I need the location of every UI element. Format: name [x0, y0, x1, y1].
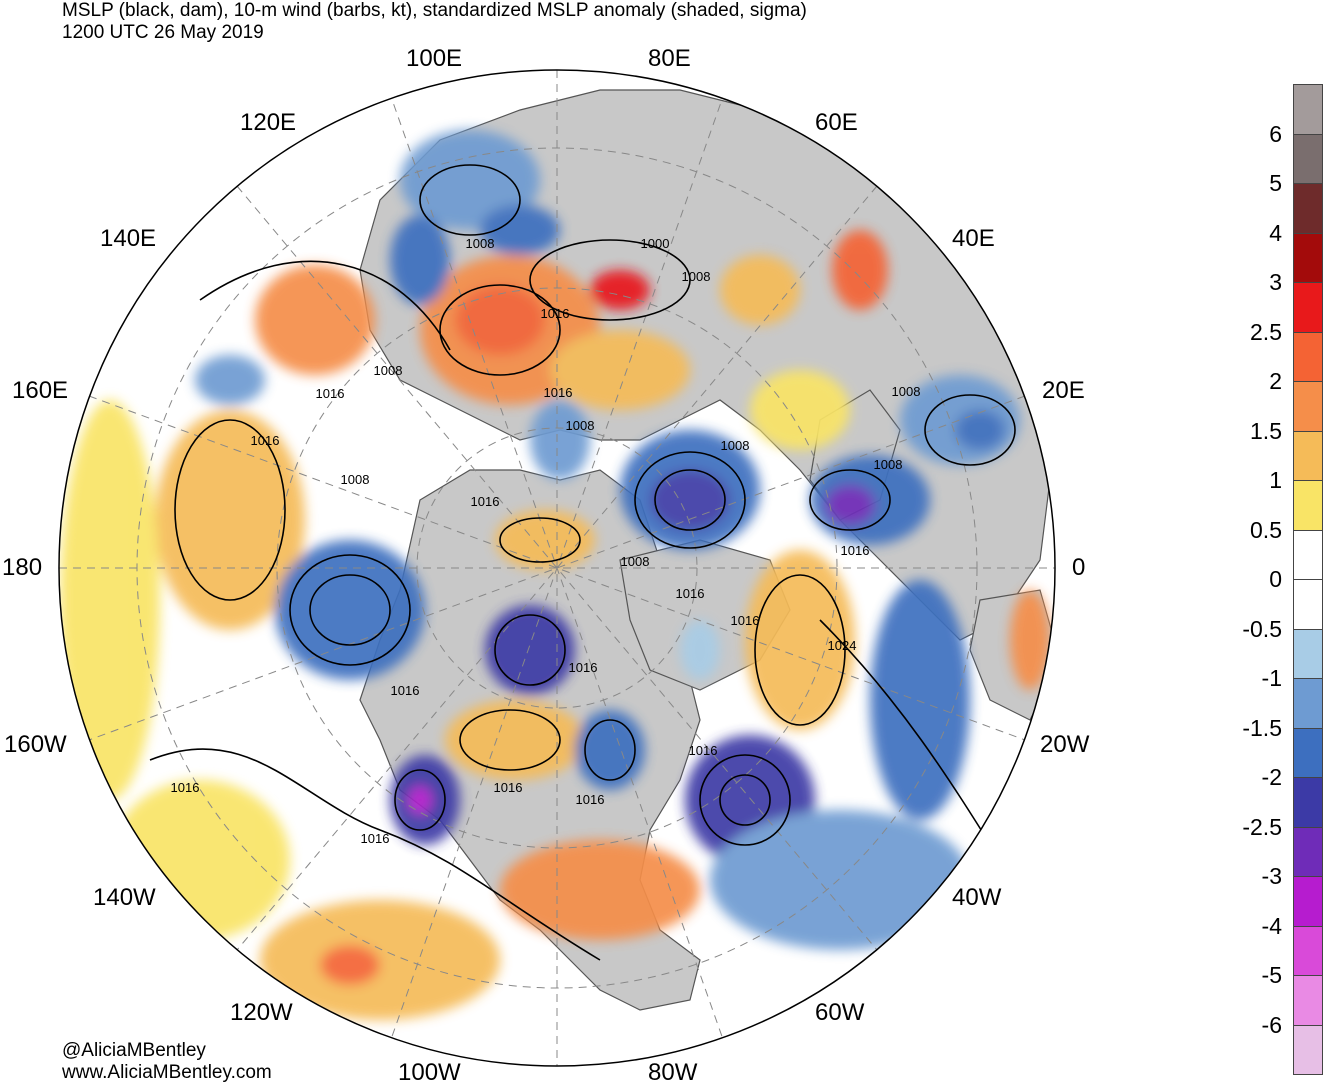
isobar-label: 1016	[541, 306, 570, 321]
credit-handle: @AliciaMBentley	[62, 1040, 206, 1061]
lon-label-120w: 120W	[230, 999, 293, 1026]
lon-label-20w: 20W	[1040, 731, 1090, 758]
map-boundary	[58, 69, 1056, 1067]
lon-label-40w: 40W	[952, 884, 1002, 911]
colorbar-segment	[1293, 232, 1323, 283]
isobar-label: 1008	[874, 457, 903, 472]
isobar-label: 1008	[892, 384, 921, 399]
colorbar-tick-label: 1.5	[1250, 417, 1282, 444]
isobars	[149, 164, 1016, 961]
isobar-label: 1008	[721, 438, 750, 453]
lon-label-40e: 40E	[952, 225, 995, 252]
lon-label-60w: 60W	[815, 999, 865, 1026]
colorbar-segment	[1293, 678, 1323, 729]
colorbar-segment	[1293, 529, 1323, 580]
colorbar-tick-label: 1	[1269, 467, 1282, 493]
lon-label-20e: 20E	[1042, 377, 1085, 404]
colorbar-tick-label: 4	[1269, 219, 1282, 246]
colorbar-tick-label: 3	[1269, 269, 1282, 295]
isobar-label: 1016	[576, 792, 605, 807]
colorbar-segment	[1293, 282, 1323, 333]
colorbar-segment	[1293, 480, 1323, 531]
colorbar-tick-label: 2.5	[1250, 318, 1282, 345]
colorbar-tick-label: -5	[1261, 962, 1282, 988]
colorbar-segment	[1293, 381, 1323, 432]
isobar-label: 1016	[361, 831, 390, 846]
map-title: MSLP (black, dam), 10-m wind (barbs, kt)…	[62, 0, 807, 21]
map-valid-time: 1200 UTC 26 May 2019	[62, 22, 264, 43]
isobar-label: 1008	[341, 472, 370, 487]
colorbar-tick-label: -1.5	[1242, 714, 1282, 741]
lon-label-160w: 160W	[4, 731, 67, 758]
lon-label-0: 0	[1072, 554, 1086, 581]
isobar-label: 1016	[544, 385, 573, 400]
colorbar-tick-label: -3	[1261, 863, 1282, 889]
credit-website: www.AliciaMBentley.com	[62, 1062, 272, 1083]
colorbar-tick-label: 0	[1269, 566, 1282, 592]
isobar-label-group: 1008 1000 1008 1016 1008 1016 1016 1008 …	[171, 236, 921, 846]
graticule	[59, 70, 1055, 1066]
colorbar-segment	[1293, 84, 1323, 135]
colorbar-tick-label: -1	[1261, 665, 1282, 691]
colorbar-tick-label: 0.5	[1250, 516, 1282, 543]
isobar-label: 1016	[494, 780, 523, 795]
lon-label-80e: 80E	[648, 45, 691, 72]
isobar-label: 1016	[251, 433, 280, 448]
isobar-label: 1008	[566, 418, 595, 433]
isobar-label: 1008	[682, 269, 711, 284]
isobar-label: 1016	[841, 543, 870, 558]
colorbar-tick-label: 6	[1269, 120, 1282, 147]
anomaly-shading	[60, 130, 1050, 1020]
isobar-label: 1016	[689, 743, 718, 758]
colorbar-segment	[1293, 1024, 1323, 1075]
colorbar-tick-label: 5	[1269, 170, 1282, 196]
colorbar-segment	[1293, 826, 1323, 877]
isobar-label: 1008	[466, 236, 495, 251]
isobar-label: 1024	[828, 638, 857, 653]
colorbar-segment	[1293, 183, 1323, 234]
isobar-label: 1008	[374, 363, 403, 378]
isobar-label: 1016	[171, 780, 200, 795]
colorbar-segment	[1293, 777, 1323, 828]
colorbar-tick-label: -2.5	[1242, 813, 1282, 840]
colorbar-segment	[1293, 579, 1323, 630]
isobar-label: 1016	[391, 683, 420, 698]
lon-label-160e: 160E	[12, 377, 69, 404]
colorbar-tick-label: -4	[1261, 912, 1282, 939]
colorbar-segment	[1293, 876, 1323, 927]
lon-label-120e: 120E	[240, 109, 297, 136]
lon-label-140e: 140E	[100, 225, 157, 252]
lon-label-180: 180	[2, 554, 43, 581]
colorbar-tick-label: -2	[1261, 764, 1282, 790]
isobar-label: 1016	[471, 494, 500, 509]
colorbar-segment	[1293, 975, 1323, 1026]
lon-label-80w: 80W	[648, 1059, 698, 1086]
colorbar-segment	[1293, 133, 1323, 184]
colorbar-segment	[1293, 727, 1323, 778]
isobar-label: 1016	[569, 660, 598, 675]
isobar-label: 1008	[621, 554, 650, 569]
colorbar-segment	[1293, 628, 1323, 679]
lon-label-60e: 60E	[815, 109, 858, 136]
isobar-label: 1000	[641, 236, 670, 251]
lon-label-140w: 140W	[93, 884, 156, 911]
isobar-label: 1016	[316, 386, 345, 401]
colorbar-tick-label: -0.5	[1242, 615, 1282, 642]
map-disk: 1008 1000 1008 1016 1008 1016 1016 1008 …	[59, 70, 1055, 1066]
colorbar-segment	[1293, 331, 1323, 382]
colorbar-segment	[1293, 430, 1323, 481]
colorbar-segment	[1293, 925, 1323, 976]
lon-label-100w: 100W	[398, 1059, 461, 1086]
isobar-label: 1016	[731, 613, 760, 628]
colorbar-tick-label: -6	[1261, 1011, 1282, 1038]
isobar-label: 1016	[676, 586, 705, 601]
lon-label-100e: 100E	[406, 45, 463, 72]
colorbar-tick-label: 2	[1269, 368, 1282, 394]
